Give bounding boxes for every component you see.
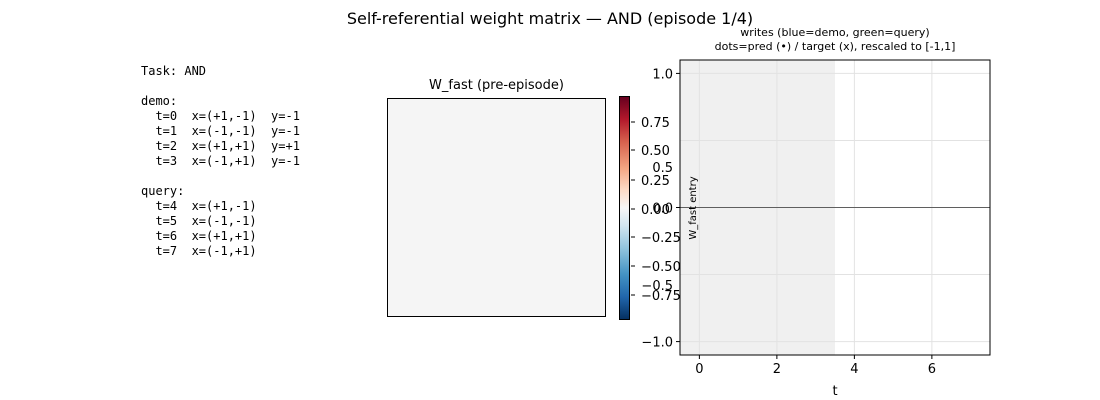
y-tick-label: 1.0: [652, 67, 673, 82]
colorbar-tick-label: −0.50: [641, 260, 681, 275]
x-tick-label: 0: [695, 362, 703, 377]
colorbar-tick-label: −0.75: [641, 289, 681, 304]
figure-title: Self-referential weight matrix — AND (ep…: [346, 9, 754, 28]
colorbar-tick-label: −0.25: [641, 231, 681, 246]
y-axis-label: W_fast entry: [688, 176, 699, 239]
y-tick-label: −1.0: [641, 336, 673, 351]
x-tick-label: 2: [773, 362, 781, 377]
x-tick-label: 6: [928, 362, 936, 377]
writes-chart-title: writes (blue=demo, green=query) dots=pre…: [680, 26, 990, 54]
colorbar-tick-label: 0.00: [641, 203, 670, 218]
y-tick-label-secondary: −0.5: [641, 279, 673, 294]
writes-chart-title-line2: dots=pred (•) / target (x), rescaled to …: [714, 40, 956, 53]
heatmap-title: W_fast (pre-episode): [429, 78, 564, 93]
heatmap-matrix: [387, 98, 606, 317]
y-tick-label: 0.0: [652, 202, 673, 217]
colorbar-tick-label: 0.50: [641, 144, 670, 159]
x-tick-label: 4: [850, 362, 858, 377]
colorbar-tick-label: 0.25: [641, 174, 670, 189]
writes-chart-title-line1: writes (blue=demo, green=query): [740, 26, 930, 39]
task-description: Task: AND demo: t=0 x=(+1,-1) y=-1 t=1 x…: [141, 64, 300, 258]
y-tick-label-secondary: 0.5: [652, 161, 673, 176]
colorbar-tick-label: 0.75: [641, 116, 670, 131]
colorbar: [619, 96, 630, 320]
x-axis-label: t: [832, 384, 837, 399]
